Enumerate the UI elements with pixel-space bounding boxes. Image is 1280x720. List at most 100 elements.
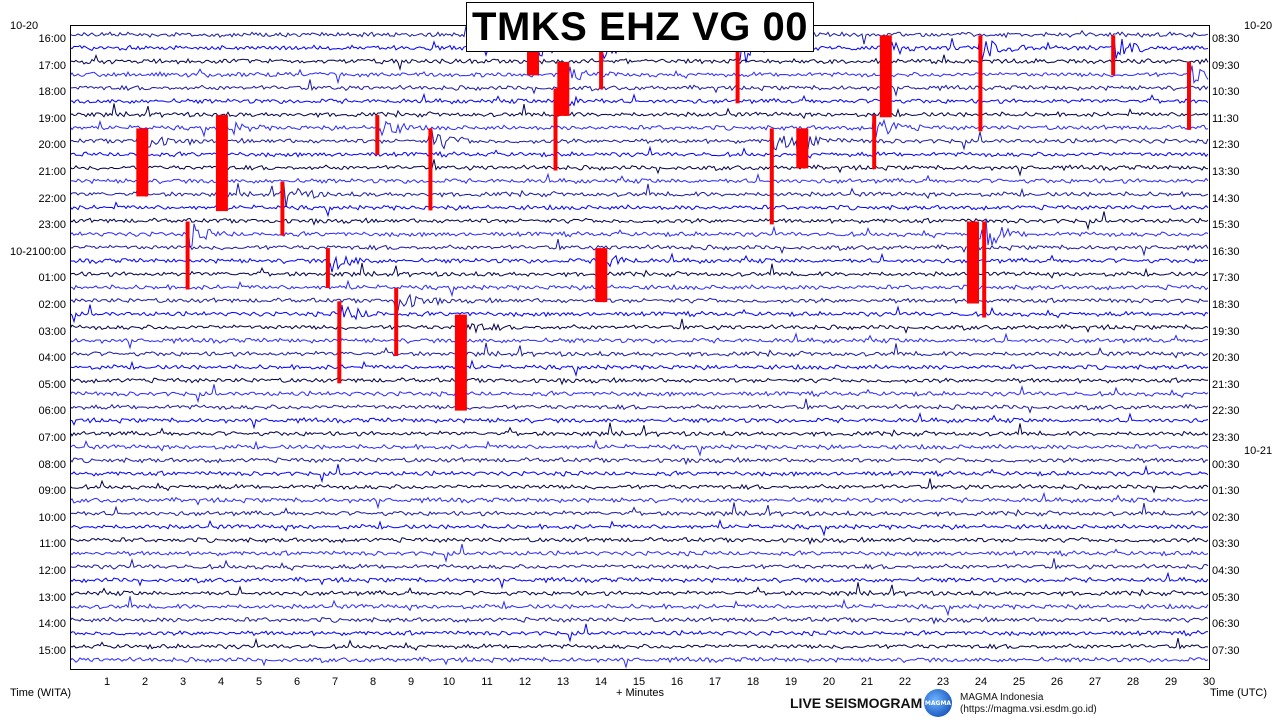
left-hour-tick: 04:00 — [38, 352, 66, 365]
clipped-event-2 — [735, 35, 740, 104]
clipped-event-21 — [595, 248, 608, 303]
right-hour-tick: 14:30 — [1212, 192, 1240, 205]
clipped-event-12 — [136, 128, 149, 197]
clipped-event-22 — [394, 288, 399, 356]
trace-row-26 — [70, 376, 1209, 386]
chart-title: TMKS EHZ VG 00 — [472, 4, 808, 49]
minute-tick: 27 — [1088, 676, 1102, 688]
right-hour-tick: 16:30 — [1212, 245, 1240, 258]
organization-name: MAGMA Indonesia — [960, 692, 1044, 703]
trace-row-44 — [70, 616, 1209, 625]
left-hour-tick: 08:00 — [38, 458, 66, 471]
left-hour-tick: 18:00 — [38, 86, 66, 99]
right-hour-tick: 06:30 — [1212, 618, 1240, 631]
clipped-event-8 — [553, 88, 558, 171]
right-hour-tick: 00:30 — [1212, 458, 1240, 471]
clipped-event-1 — [599, 35, 604, 90]
right-hour-tick: 18:30 — [1212, 299, 1240, 311]
trace-row-33 — [70, 464, 1209, 484]
minute-tick: 23 — [936, 676, 950, 688]
trace-row-45 — [70, 623, 1209, 643]
left-hour-tick: 02:00 — [38, 299, 66, 311]
trace-row-28 — [70, 398, 1209, 414]
trace-row-7 — [70, 113, 1209, 138]
trace-row-42 — [70, 582, 1209, 597]
minute-tick: 19 — [784, 676, 798, 688]
right-hour-tick: 02:30 — [1212, 511, 1240, 524]
trace-row-23 — [70, 332, 1209, 350]
trace-row-37 — [70, 518, 1209, 537]
clipped-event-13 — [428, 128, 433, 211]
trace-row-39 — [70, 543, 1209, 563]
trace-row-10 — [70, 159, 1209, 177]
clipped-event-5 — [1111, 35, 1116, 76]
minute-tick: 8 — [369, 676, 377, 688]
trace-row-30 — [70, 422, 1209, 438]
minute-tick: 15 — [632, 676, 646, 688]
trace-row-40 — [70, 557, 1209, 572]
trace-row-9 — [70, 145, 1209, 159]
left-hour-tick: 14:00 — [38, 618, 66, 631]
trace-row-17 — [70, 252, 1209, 274]
left-hour-tick: 12:00 — [38, 565, 66, 577]
trace-row-36 — [70, 502, 1209, 518]
trace-row-6 — [70, 103, 1209, 120]
left-hour-tick: 15:00 — [38, 644, 66, 657]
minute-tick: 24 — [974, 676, 988, 688]
right-hour-tick: 04:30 — [1212, 565, 1240, 577]
magma-logo-text: MAGMA — [924, 699, 952, 707]
trace-row-2 — [70, 54, 1209, 72]
left-hour-tick: 10:00 — [38, 511, 66, 524]
trace-row-8 — [70, 128, 1209, 158]
right-hour-tick: 22:30 — [1212, 405, 1240, 418]
minute-tick: 2 — [141, 676, 149, 688]
minute-tick: 14 — [594, 676, 608, 688]
clipped-event-7 — [1187, 61, 1191, 130]
left-axis-caption: Time (WITA) — [10, 687, 72, 699]
trace-row-34 — [70, 478, 1209, 494]
trace-row-31 — [70, 439, 1209, 457]
organization-info: MAGMA Indonesia (https://magma.vsi.esdm.… — [960, 692, 1097, 716]
clipped-event-11 — [872, 115, 877, 170]
right-hour-tick: 20:30 — [1212, 352, 1240, 365]
seismogram-plot — [70, 25, 1210, 670]
right-hour-tick: 08:30 — [1212, 33, 1240, 45]
left-date-label-start: 10-20 — [10, 20, 39, 32]
left-hour-tick: 06:00 — [38, 405, 66, 418]
left-hour-tick: 20:00 — [38, 139, 66, 152]
minute-tick: 18 — [746, 676, 760, 688]
right-date-label-start: 10-20 — [1244, 20, 1273, 32]
trace-row-4 — [71, 79, 1209, 97]
trace-row-18 — [70, 263, 1209, 279]
minute-tick: 11 — [481, 676, 493, 688]
trace-row-24 — [70, 342, 1209, 359]
clipped-event-9 — [215, 115, 228, 212]
trace-row-15 — [70, 218, 1209, 249]
trace-row-16 — [70, 238, 1209, 257]
right-hour-tick: 01:30 — [1212, 485, 1240, 498]
minute-tick: 21 — [860, 676, 874, 688]
trace-row-41 — [70, 571, 1209, 590]
minute-tick: 5 — [255, 676, 263, 688]
minute-tick: 1 — [103, 676, 111, 688]
trace-row-38 — [70, 536, 1209, 546]
clipped-event-4 — [978, 35, 983, 132]
right-hour-tick: 05:30 — [1212, 591, 1240, 604]
left-hour-tick: 00:00 — [38, 245, 66, 258]
minute-tick: 20 — [822, 676, 836, 688]
right-axis-caption: Time (UTC) — [1210, 687, 1268, 699]
minute-tick: 28 — [1126, 676, 1140, 688]
right-hour-tick: 12:30 — [1212, 139, 1240, 152]
left-hour-tick: 01:00 — [38, 272, 66, 285]
minute-tick: 6 — [293, 676, 301, 688]
trace-row-3 — [70, 65, 1209, 86]
trace-row-14 — [70, 211, 1209, 231]
clipped-event-6 — [557, 61, 570, 116]
right-hour-tick: 15:30 — [1212, 219, 1240, 232]
right-hour-tick: 23:30 — [1212, 432, 1240, 444]
clipped-event-23 — [337, 301, 342, 384]
minute-tick: 16 — [670, 676, 684, 688]
trace-row-25 — [70, 359, 1209, 377]
clipped-event-10 — [375, 115, 380, 156]
trace-row-35 — [70, 491, 1209, 510]
